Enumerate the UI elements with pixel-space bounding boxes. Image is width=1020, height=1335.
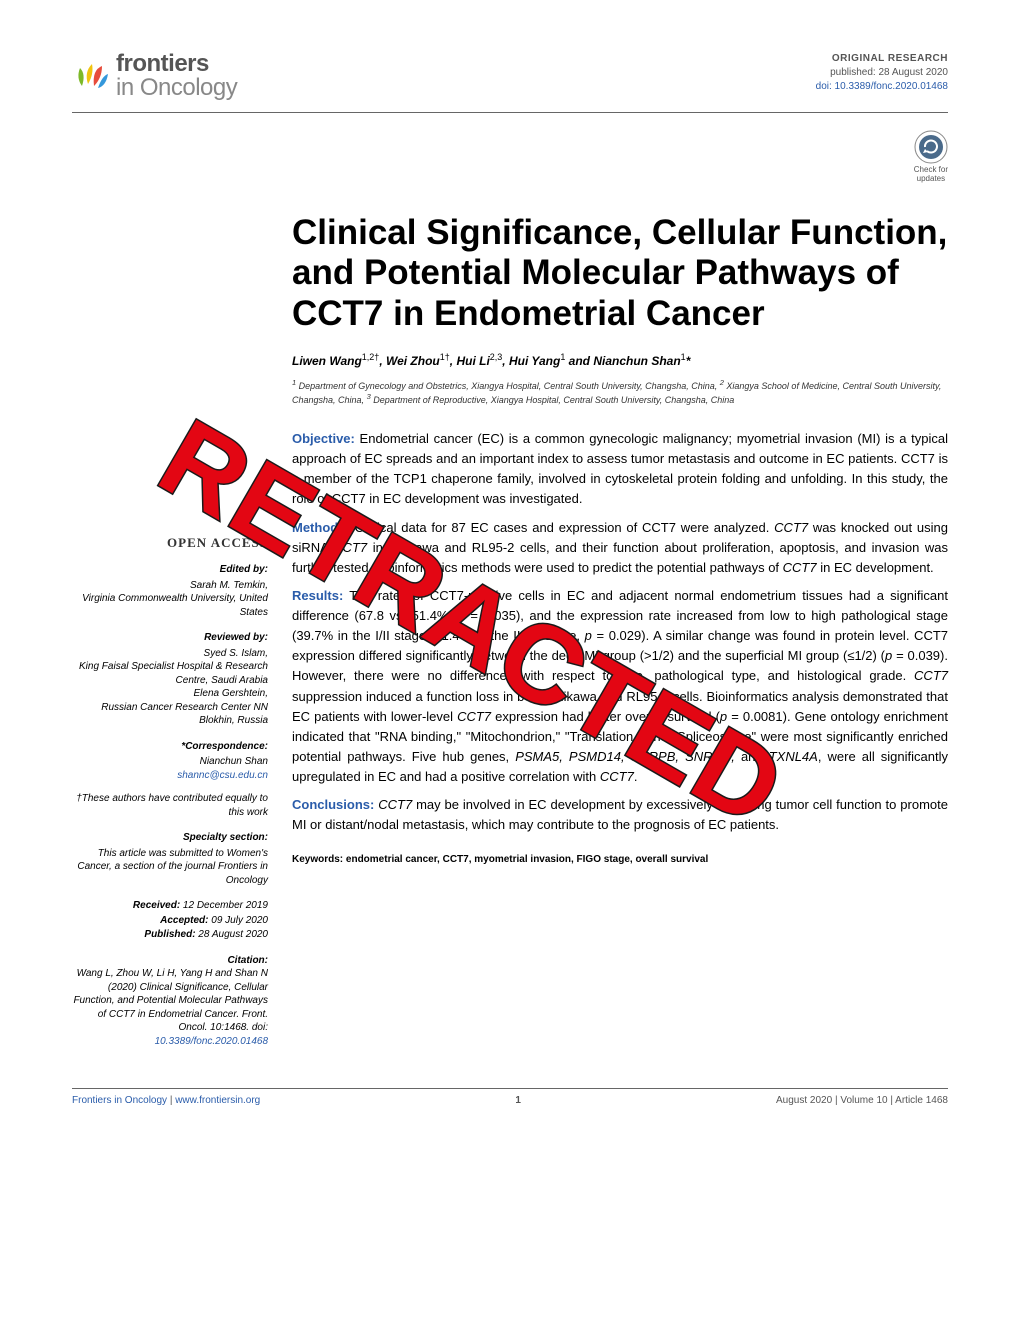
- dates-section: Received: 12 December 2019 Accepted: 09 …: [72, 899, 268, 942]
- logo-word-oncology: in Oncology: [116, 76, 237, 100]
- logo-mark-icon: [72, 56, 110, 96]
- objective-label: Objective:: [292, 431, 355, 446]
- page: frontiers in Oncology ORIGINAL RESEARCH …: [0, 0, 1020, 1146]
- contribution-note: †These authors have contributed equally …: [72, 792, 268, 819]
- results-text: The rates of CCT7-positive cells in EC a…: [292, 588, 948, 784]
- received-label: Received:: [133, 900, 180, 911]
- reviewed-by-label: Reviewed by:: [72, 631, 268, 645]
- article-title: Clinical Significance, Cellular Function…: [292, 213, 948, 334]
- check-updates-badge[interactable]: Check for updates: [914, 130, 948, 184]
- footer-site-link[interactable]: www.frontiersin.org: [175, 1095, 260, 1106]
- corresponding-email[interactable]: shannc@csu.edu.cn: [177, 770, 268, 781]
- footer-left: Frontiers in Oncology | www.frontiersin.…: [72, 1095, 260, 1106]
- reviewer-1-name: Syed S. Islam,: [72, 647, 268, 661]
- accepted-label: Accepted:: [160, 915, 208, 926]
- correspondence-label: *Correspondence:: [72, 740, 268, 754]
- abstract: Objective: Endometrial cancer (EC) is a …: [292, 429, 948, 836]
- check-updates-icon: [914, 130, 948, 164]
- received-date: 12 December 2019: [180, 900, 268, 911]
- page-number: 1: [515, 1095, 521, 1106]
- reviewer-1-affiliation: King Faisal Specialist Hospital & Resear…: [72, 660, 268, 687]
- methods-text: Clinical data for 87 EC cases and expres…: [292, 520, 948, 575]
- article-body: Clinical Significance, Cellular Function…: [292, 213, 948, 1048]
- footer-right: August 2020 | Volume 10 | Article 1468: [776, 1095, 948, 1106]
- logo-text: frontiers in Oncology: [116, 52, 237, 100]
- published-label: Published:: [144, 929, 195, 940]
- methods-label: Methods:: [292, 520, 350, 535]
- citation-section: Citation: Wang L, Zhou W, Li H, Yang H a…: [72, 954, 268, 1049]
- results-label: Results:: [292, 588, 343, 603]
- abstract-results: Results: The rates of CCT7-positive cell…: [292, 586, 948, 787]
- citation-doi-link[interactable]: 10.3389/fonc.2020.01468: [155, 1036, 268, 1047]
- objective-text: Endometrial cancer (EC) is a common gyne…: [292, 431, 948, 506]
- sidebar: OPEN ACCESS Edited by: Sarah M. Temkin, …: [72, 213, 268, 1048]
- citation-text: Wang L, Zhou W, Li H, Yang H and Shan N …: [72, 967, 268, 1048]
- logo-word-frontiers: frontiers: [116, 52, 237, 76]
- footer: Frontiers in Oncology | www.frontiersin.…: [72, 1088, 948, 1106]
- footer-journal-link[interactable]: Frontiers in Oncology: [72, 1095, 167, 1106]
- conclusions-text: CCT7 may be involved in EC development b…: [292, 797, 948, 832]
- conclusions-label: Conclusions:: [292, 797, 374, 812]
- header: frontiers in Oncology ORIGINAL RESEARCH …: [72, 52, 948, 113]
- author-list: Liwen Wang1,2†, Wei Zhou1†, Hui Li2,3, H…: [292, 352, 948, 368]
- specialty-text: This article was submitted to Women's Ca…: [72, 847, 268, 888]
- header-meta: ORIGINAL RESEARCH published: 28 August 2…: [816, 52, 948, 94]
- corresponding-author: Nianchun Shan: [72, 755, 268, 769]
- specialty-section: Specialty section: This article was subm…: [72, 831, 268, 887]
- accepted-date: 09 July 2020: [209, 915, 269, 926]
- abstract-conclusions: Conclusions: CCT7 may be involved in EC …: [292, 795, 948, 835]
- specialty-label: Specialty section:: [72, 831, 268, 845]
- keywords: Keywords: endometrial cancer, CCT7, myom…: [292, 854, 948, 865]
- reviewer-2-name: Elena Gershtein,: [72, 687, 268, 701]
- doi-link[interactable]: doi: 10.3389/fonc.2020.01468: [816, 81, 948, 92]
- editor-name: Sarah M. Temkin,: [72, 579, 268, 593]
- edited-by-label: Edited by:: [72, 563, 268, 577]
- published-date-sidebar: 28 August 2020: [196, 929, 268, 940]
- footer-sep: |: [167, 1095, 175, 1106]
- check-updates-label-2: updates: [914, 175, 948, 184]
- affiliations: 1 Department of Gynecology and Obstetric…: [292, 378, 948, 407]
- article-type: ORIGINAL RESEARCH: [816, 52, 948, 66]
- citation-label: Citation:: [72, 954, 268, 968]
- editor-affiliation: Virginia Commonwealth University, United…: [72, 592, 268, 619]
- abstract-methods: Methods: Clinical data for 87 EC cases a…: [292, 518, 948, 578]
- correspondence-section: *Correspondence: Nianchun Shan shannc@cs…: [72, 740, 268, 783]
- published-date: published: 28 August 2020: [816, 66, 948, 80]
- abstract-objective: Objective: Endometrial cancer (EC) is a …: [292, 429, 948, 510]
- reviewed-by-section: Reviewed by: Syed S. Islam, King Faisal …: [72, 631, 268, 728]
- reviewer-2-affiliation: Russian Cancer Research Center NN Blokhi…: [72, 701, 268, 728]
- main-columns: OPEN ACCESS Edited by: Sarah M. Temkin, …: [72, 213, 948, 1048]
- open-access-badge: OPEN ACCESS: [72, 535, 268, 551]
- journal-logo: frontiers in Oncology: [72, 52, 237, 100]
- edited-by-section: Edited by: Sarah M. Temkin, Virginia Com…: [72, 563, 268, 619]
